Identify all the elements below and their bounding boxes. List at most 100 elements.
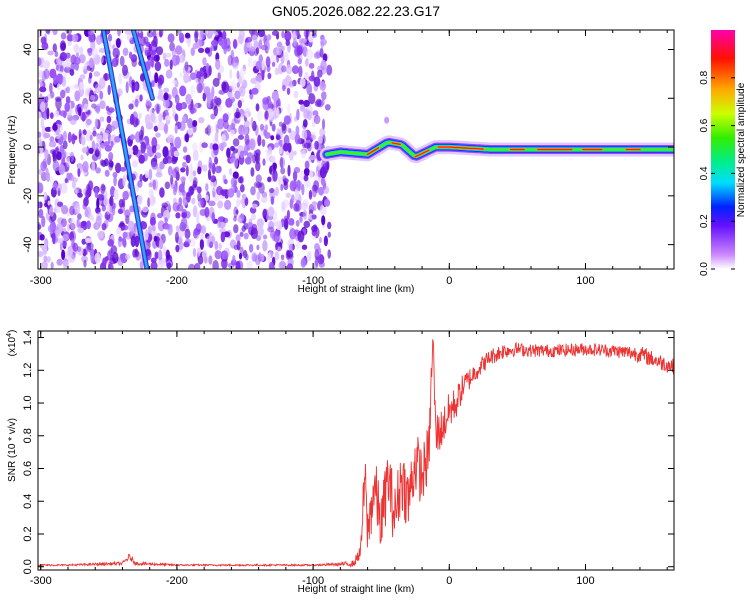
noise-speckle — [272, 162, 277, 171]
noise-speckle — [110, 140, 114, 148]
noise-speckle — [55, 58, 61, 64]
noise-speckle — [319, 236, 322, 244]
noise-speckle — [43, 112, 48, 120]
noise-speckle — [323, 235, 328, 247]
noise-speckle — [67, 131, 72, 143]
noise-speckle — [134, 235, 140, 248]
noise-speckle — [257, 30, 266, 37]
noise-speckle — [311, 214, 317, 220]
noise-speckle — [174, 94, 180, 105]
noise-speckle — [145, 99, 151, 106]
noise-speckle — [323, 186, 330, 194]
noise-speckle — [206, 92, 214, 105]
noise-speckle — [257, 226, 264, 237]
noise-speckle — [176, 204, 184, 212]
noise-speckle — [42, 244, 48, 256]
noise-speckle — [134, 81, 140, 92]
noise-speckle — [309, 155, 317, 161]
noise-speckle — [297, 136, 301, 145]
noise-speckle — [194, 263, 201, 269]
noise-speckle — [124, 209, 131, 218]
noise-speckle — [179, 72, 184, 78]
noise-speckle — [297, 58, 302, 65]
ridge-peak — [391, 142, 401, 146]
noise-speckle — [59, 242, 63, 251]
noise-speckle — [159, 187, 165, 198]
snr-y-multiplier: (x104) — [6, 330, 18, 357]
noise-speckle — [281, 30, 285, 39]
noise-speckle — [241, 125, 248, 136]
noise-speckle — [85, 189, 90, 200]
noise-speckle — [38, 224, 42, 230]
noise-speckle — [182, 161, 187, 168]
noise-speckle — [49, 112, 54, 119]
noise-speckle — [65, 30, 73, 35]
noise-speckle — [150, 261, 158, 269]
noise-speckle — [270, 196, 275, 205]
noise-speckle — [69, 69, 75, 76]
noise-speckle — [112, 251, 119, 264]
noise-speckle — [292, 170, 298, 182]
noise-speckle — [155, 132, 161, 138]
noise-speckle — [271, 90, 279, 102]
noise-speckle — [185, 192, 191, 203]
noise-speckle — [214, 122, 219, 129]
noise-speckle — [60, 42, 66, 51]
noise-speckle — [86, 118, 92, 126]
noise-speckle — [105, 129, 110, 135]
noise-speckle — [278, 261, 286, 269]
spectrogram-ytick-label: 40 — [22, 43, 34, 55]
noise-speckle — [118, 198, 124, 208]
ridge-peak — [366, 147, 380, 156]
noise-speckle — [165, 249, 170, 260]
noise-speckle — [327, 249, 332, 259]
noise-speckle — [319, 204, 327, 216]
noise-speckle — [95, 142, 99, 150]
snr-y-multiplier-close: ) — [7, 330, 18, 333]
noise-speckle — [45, 167, 49, 178]
noise-speckle — [57, 201, 63, 207]
noise-speckle — [43, 60, 51, 69]
noise-speckle — [171, 79, 178, 85]
noise-speckle — [60, 32, 67, 40]
noise-speckle — [117, 208, 123, 215]
noise-speckle — [219, 227, 226, 234]
noise-speckle — [131, 160, 138, 168]
noise-speckle — [78, 188, 82, 195]
noise-speckle — [299, 215, 303, 222]
noise-speckle — [249, 138, 256, 151]
noise-speckle — [44, 149, 49, 160]
noise-speckle — [91, 160, 96, 173]
noise-speckle — [38, 57, 42, 67]
noise-speckle — [259, 123, 265, 131]
noise-speckle — [234, 111, 241, 119]
noise-speckle — [288, 218, 295, 226]
noise-speckle — [148, 182, 153, 188]
noise-speckle — [90, 252, 95, 264]
noise-speckle — [278, 62, 284, 75]
noise-speckle — [203, 256, 208, 264]
colorbar-ticks: 0.0 0.2 0.4 0.6 0.8 — [699, 70, 735, 276]
noise-speckle — [288, 80, 295, 88]
noise-speckle — [299, 77, 306, 88]
noise-speckle — [283, 215, 289, 224]
noise-speckle — [189, 163, 193, 175]
noise-speckle — [237, 134, 244, 140]
noise-speckle — [139, 173, 143, 182]
noise-speckle — [230, 177, 238, 188]
noise-speckle — [260, 253, 265, 262]
noise-speckle — [287, 103, 291, 114]
noise-speckle — [96, 134, 103, 144]
noise-speckle — [256, 244, 260, 251]
noise-speckle — [274, 142, 280, 148]
noise-speckle — [56, 73, 64, 85]
noise-speckle — [43, 132, 51, 139]
noise-speckle — [285, 39, 290, 47]
noise-speckle — [324, 199, 331, 207]
noise-speckle — [63, 66, 72, 73]
noise-speckle — [79, 74, 86, 80]
noise-speckle — [76, 218, 80, 228]
snr-ytick-label: 0.0 — [22, 559, 34, 574]
noise-speckle — [139, 94, 143, 102]
noise-speckle — [229, 93, 234, 100]
